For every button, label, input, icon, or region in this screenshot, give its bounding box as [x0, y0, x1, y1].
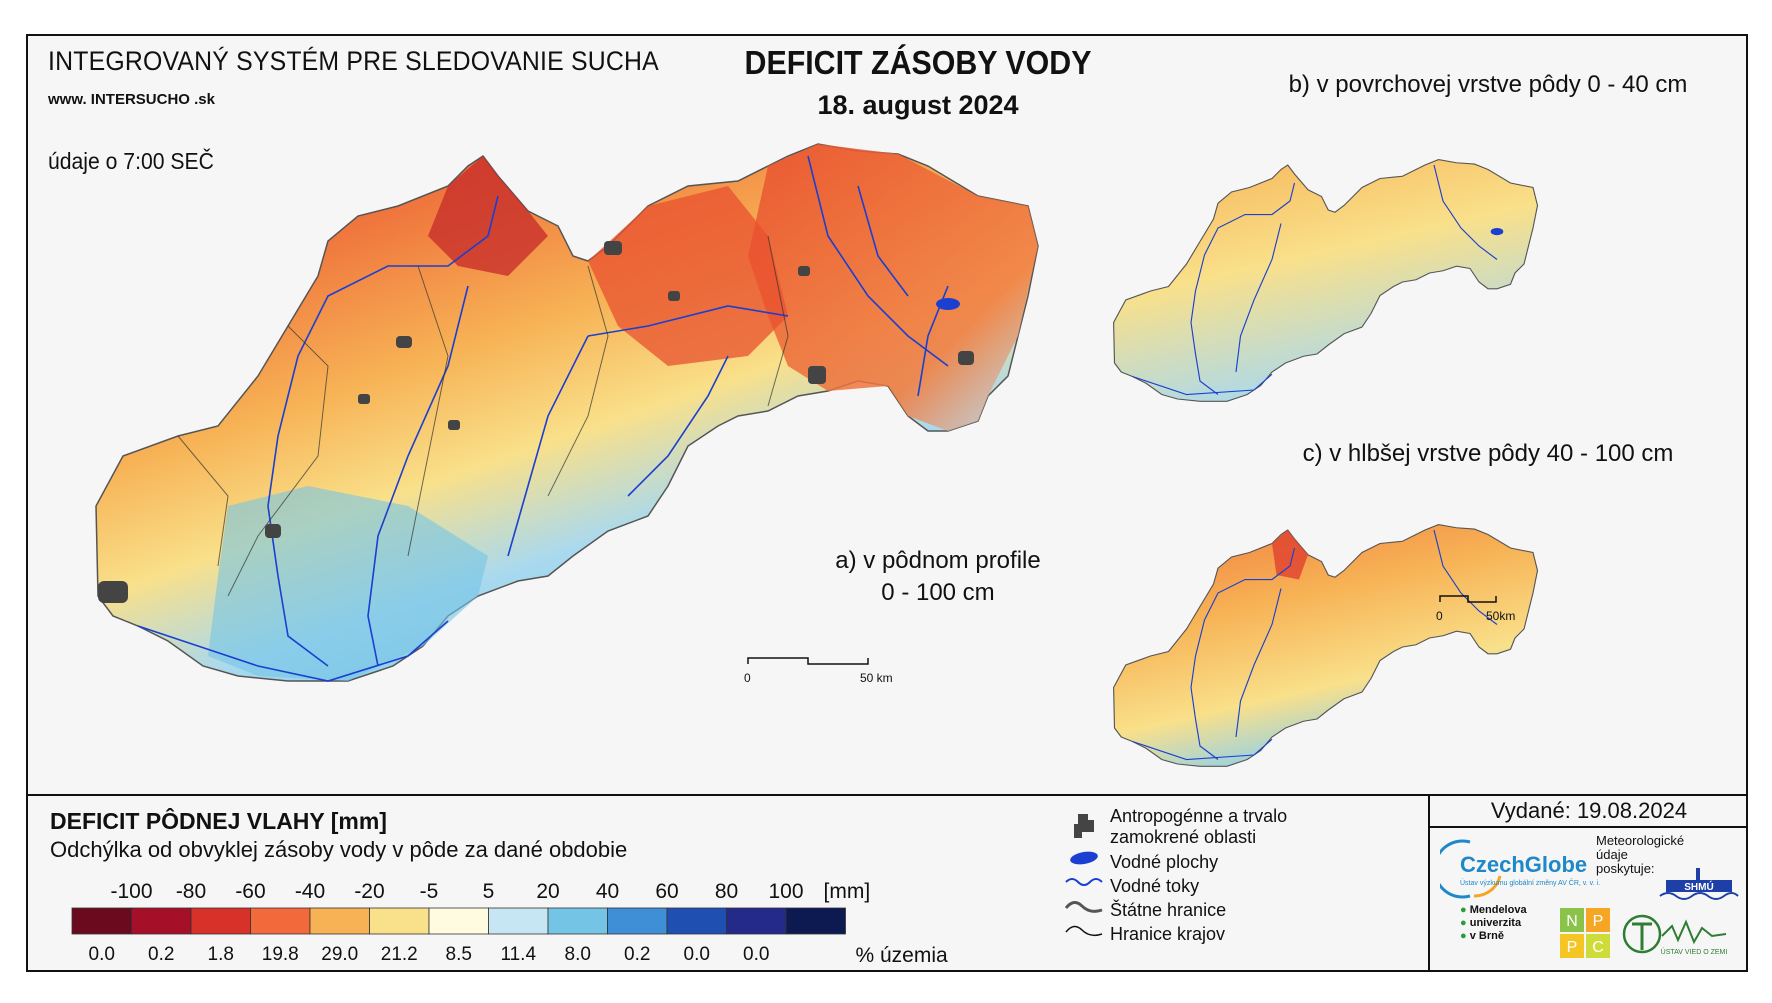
- legend-swatch: [607, 907, 668, 935]
- system-title: INTEGROVANÝ SYSTÉM PRE SLEDOVANIE SUCHA: [48, 46, 659, 76]
- main-title: DEFICIT ZÁSOBY VODY: [744, 44, 1092, 81]
- main-map: 0 50 km 0: [95, 143, 1539, 767]
- legend-threshold: -5: [420, 880, 439, 903]
- uvz-logo: ÚSTAV VIED O ZEMI: [1622, 914, 1728, 956]
- issuer-box: Vydané: 19.08.2024 CzechGlobe Ústav výzk…: [1428, 794, 1748, 972]
- legend-threshold: -40: [295, 880, 325, 903]
- time-note: údaje o 7:00 SEČ: [48, 148, 214, 174]
- legend-title: DEFICIT PÔDNEJ VLAHY [mm]: [50, 808, 387, 834]
- inset-c-label: c) v hlbšej vrstve pôdy 40 - 100 cm: [1302, 440, 1674, 467]
- main-map-label-line2: 0 - 100 cm: [881, 579, 995, 606]
- svg-text:P: P: [1593, 913, 1604, 930]
- inset-scale-end: 50km: [1486, 609, 1515, 623]
- legend-percentage: 0.0: [743, 944, 769, 965]
- legend-threshold: -100: [110, 880, 152, 903]
- legend-percentage: 8.0: [565, 944, 591, 965]
- legend-swatch: [190, 907, 251, 935]
- main-urban-areas: [98, 241, 974, 603]
- shmu-logo: SHMÚ: [1659, 868, 1739, 900]
- north-hotspot: [428, 156, 548, 276]
- inset-scale-start: 0: [1436, 609, 1443, 623]
- svg-text:C: C: [1592, 939, 1604, 956]
- main-map-label-line1: a) v pôdnom profile: [835, 547, 1041, 574]
- map-frame: INTEGROVANÝ SYSTÉM PRE SLEDOVANIE SUCHA …: [26, 34, 1748, 972]
- state-border-icon: [1064, 901, 1103, 913]
- legend-percentage: 0.0: [684, 944, 710, 965]
- legend-region-border-label: Hranice krajov: [1110, 924, 1226, 944]
- legend-divider: [28, 794, 1746, 796]
- legend-swatch: [71, 907, 132, 935]
- legend-threshold: 80: [715, 880, 738, 903]
- legend-percentage: 8.5: [446, 944, 472, 965]
- issued-date: Vydané: 19.08.2024: [1490, 798, 1688, 823]
- legend-swatch: [666, 907, 727, 935]
- legend-swatch: [250, 907, 311, 935]
- legend-swatch: [369, 907, 430, 935]
- svg-text:ÚSTAV VIED O ZEMI: ÚSTAV VIED O ZEMI: [1661, 947, 1728, 956]
- legend-subtitle: Odchýlka od obvyklej zásoby vody v pôde …: [50, 837, 628, 862]
- river-icon: [1065, 878, 1103, 886]
- legend-percentage: 0.2: [624, 944, 650, 965]
- legend-percentage: 11.4: [500, 944, 536, 965]
- urban-area-icon: [1074, 814, 1094, 838]
- main-rivers: [137, 155, 949, 682]
- svg-text:SHMÚ: SHMÚ: [1684, 880, 1713, 893]
- date-title: 18. august 2024: [817, 90, 1019, 120]
- czechglobe-logo: CzechGlobe: [1460, 852, 1588, 877]
- legend-swatch: [309, 907, 370, 935]
- color-legend: -100 -80 -60 -40 -20 -5 5 20 40 60 80 100 [mm] 0.0 0.2…: [71, 880, 949, 967]
- region-border-icon: [1065, 925, 1103, 937]
- map-legend-symbols: [1064, 814, 1103, 937]
- czechglobe-subtitle: Ústav výzkumu globální změny AV ČR, v. v…: [1460, 880, 1601, 887]
- meteo-provider-text: Meteorologické údaje poskytuje:: [1596, 833, 1685, 876]
- legend-threshold: 5: [483, 880, 495, 903]
- legend-threshold: -60: [235, 880, 265, 903]
- main-scale-start: 0: [744, 671, 751, 685]
- legend-swatch: [785, 907, 846, 935]
- legend-threshold: 60: [655, 880, 678, 903]
- legend-percentage: 29.0: [321, 944, 358, 965]
- legend-swatch: [131, 907, 192, 935]
- legend-swatch: [488, 907, 549, 935]
- inset-b-label: b) v povrchovej vrstve pôdy 0 - 40 cm: [1288, 71, 1688, 98]
- legend-swatch: [547, 907, 608, 935]
- inset-map-c: [1113, 524, 1539, 767]
- legend-urban-label: Antropogénne a trvalo zamokrené oblasti: [1110, 806, 1288, 847]
- legend-threshold: 100: [768, 880, 803, 903]
- water-body-icon: [1070, 851, 1098, 865]
- legend-percent-label: % územia: [856, 944, 949, 967]
- centre-orange: [588, 186, 788, 366]
- main-region-borders: [177, 235, 789, 597]
- legend-water-label: Vodné plochy: [1110, 852, 1219, 872]
- legend-threshold: -20: [354, 880, 384, 903]
- legend-percentage: 0.0: [89, 944, 115, 965]
- svg-text:P: P: [1567, 939, 1578, 956]
- legend-threshold: 40: [596, 880, 619, 903]
- legend-percentage: 0.2: [148, 944, 174, 965]
- legend-threshold: -80: [176, 880, 206, 903]
- svg-text:N: N: [1566, 913, 1578, 930]
- main-water-body: [936, 298, 960, 310]
- legend-percentage: 1.8: [208, 944, 234, 965]
- legend-swatch: [428, 907, 489, 935]
- map-symbol-legend: Antropogénne a trvalo zamokrené oblasti …: [1058, 806, 1398, 976]
- legend-state-border-label: Štátne hranice: [1110, 900, 1227, 920]
- inset-map-b: [1113, 159, 1539, 402]
- legend-threshold: 20: [536, 880, 559, 903]
- nppc-logo: N P P C: [1560, 908, 1610, 958]
- main-scale-bar: [747, 657, 869, 665]
- legend-percentage: 21.2: [381, 944, 418, 965]
- czechglobe-logo-arc: [1440, 839, 1502, 899]
- legend-river-label: Vodné toky: [1110, 876, 1200, 896]
- legend-percentage: 19.8: [262, 944, 299, 965]
- mendel-logo: ● Mendelova ● univerzita ● v Brně: [1460, 904, 1527, 942]
- intersucho-url[interactable]: www. INTERSUCHO .sk: [48, 91, 215, 108]
- legend-swatch: [726, 907, 787, 935]
- inset-scale-bar: [1439, 595, 1497, 603]
- main-scale-end: 50 km: [860, 671, 893, 685]
- legend-unit: [mm]: [824, 880, 871, 903]
